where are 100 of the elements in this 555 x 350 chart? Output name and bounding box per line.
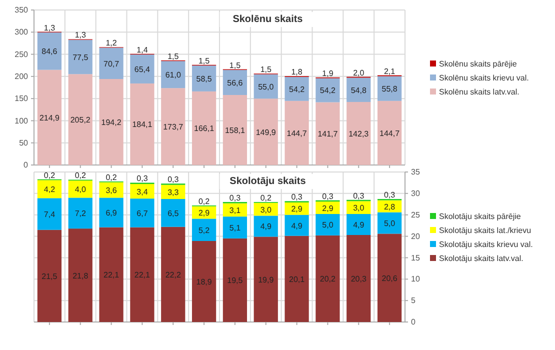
y-tick-label: 100: [14, 116, 29, 126]
bar: [377, 212, 402, 234]
data-label: 5,2: [198, 226, 210, 235]
data-label: 2,9: [198, 208, 210, 218]
data-label: 2,1: [384, 66, 396, 76]
data-label: 54,2: [320, 86, 336, 96]
bar: [161, 199, 186, 227]
data-label: 205,2: [70, 116, 91, 125]
bar: [377, 76, 402, 101]
bar: [284, 202, 309, 215]
data-label: 1,5: [168, 52, 180, 61]
data-label: 1,5: [260, 65, 272, 74]
bar: [99, 78, 124, 165]
y-tick-label: 200: [14, 72, 29, 81]
data-label: 22,1: [134, 270, 151, 280]
bar: [99, 48, 124, 79]
bar: [346, 214, 371, 235]
data-label: 56,6: [227, 78, 244, 88]
data-label: 0,3: [136, 174, 148, 184]
bar: [377, 234, 402, 322]
bar: [222, 94, 248, 165]
bar: [222, 216, 248, 238]
data-label: 3,4: [136, 187, 148, 196]
data-label: 4,0: [74, 185, 86, 194]
data-label: 144,7: [286, 128, 308, 138]
data-label: 19,9: [258, 275, 274, 284]
bar: [222, 238, 248, 322]
y-tick-label: 25: [411, 210, 420, 220]
data-label: 0,3: [322, 192, 334, 201]
bar: [99, 198, 124, 228]
legend-label: Skolotāju skaits krievu val.: [439, 240, 533, 249]
data-label: 144,7: [380, 128, 400, 138]
data-label: 1,2: [106, 38, 118, 48]
y-tick-label: 30: [411, 188, 420, 198]
data-label: 55,8: [382, 84, 398, 94]
legend-label: Skolēnu skaits latv.val.: [439, 88, 520, 96]
bar: [192, 241, 216, 322]
data-label: 1,3: [44, 23, 56, 32]
data-label: 184,1: [132, 120, 153, 130]
bar: [37, 198, 62, 230]
bar: [316, 202, 340, 214]
bar: [316, 102, 340, 165]
y-tick-label: 10: [411, 274, 420, 284]
data-label: 1,4: [136, 45, 148, 54]
data-label: 22,1: [104, 270, 120, 280]
data-label: 20,1: [289, 274, 306, 284]
bar: [130, 54, 154, 84]
bar: [37, 70, 62, 165]
bar: [284, 76, 309, 101]
bar: [284, 100, 309, 165]
bar: [68, 180, 92, 198]
data-label: 7,4: [44, 210, 56, 219]
data-label: 20,3: [350, 274, 367, 284]
bar: [130, 227, 154, 322]
bar: [68, 40, 92, 74]
data-label: 20,6: [382, 274, 398, 283]
data-label: 0,3: [353, 191, 365, 200]
y-tick-label: 350: [14, 6, 29, 15]
bar: [377, 100, 402, 165]
data-label: 2,9: [291, 204, 303, 214]
legend-label: Skolotāju skaits pārējie: [439, 212, 522, 221]
data-label: 6,7: [136, 208, 148, 218]
bar: [130, 83, 154, 165]
y-tick-label: 20: [411, 232, 420, 241]
bar: [222, 70, 248, 95]
bar: [346, 102, 371, 165]
data-label: 0,3: [384, 190, 396, 200]
bar: [254, 98, 278, 165]
data-label: 1,8: [291, 68, 303, 77]
data-label: 141,7: [318, 130, 338, 139]
data-label: 3,6: [106, 186, 118, 195]
data-label: 6,5: [168, 208, 180, 218]
bar: [254, 74, 278, 99]
data-label: 4,2: [44, 185, 56, 194]
data-label: 0,2: [198, 196, 210, 206]
data-label: 84,6: [42, 47, 58, 56]
data-label: 142,3: [348, 129, 370, 138]
data-label: 158,1: [224, 126, 246, 135]
data-label: 4,9: [353, 220, 365, 230]
data-label: 1,3: [74, 30, 86, 40]
legend-label: Skolēnu skaits pārējie: [439, 60, 518, 68]
bar: [192, 66, 216, 92]
y-tick-label: 0: [411, 318, 416, 327]
y-tick-label: 15: [411, 253, 420, 262]
data-label: 70,7: [104, 59, 120, 68]
bar: [130, 184, 154, 199]
data-label: 0,2: [74, 171, 86, 180]
data-label: 3,1: [229, 206, 242, 215]
bar: [284, 236, 309, 322]
data-label: 5,0: [322, 220, 334, 230]
bar: [37, 230, 62, 322]
bar: [192, 91, 216, 165]
y-tick-label: 150: [14, 94, 29, 104]
bar: [192, 218, 216, 241]
data-label: 0,3: [291, 192, 303, 202]
data-label: 2,8: [384, 202, 396, 212]
data-label: 58,5: [196, 74, 212, 84]
bar: [254, 236, 278, 322]
bar: [346, 235, 371, 322]
data-label: 21,5: [42, 272, 58, 281]
